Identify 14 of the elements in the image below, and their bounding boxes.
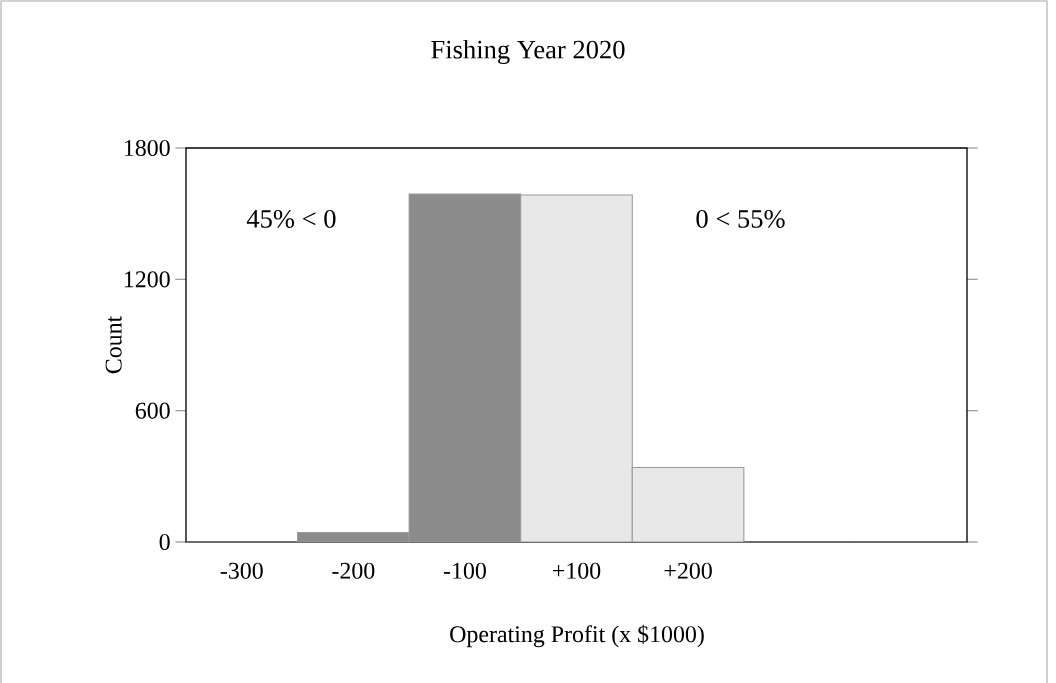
annotation: 45% < 0 [246, 209, 336, 228]
x-tick-label: -300 [220, 562, 263, 579]
y-tick-label: 1200 [124, 271, 170, 288]
y-tick-label: 600 [135, 402, 170, 419]
y-tick-label: 0 [159, 533, 170, 551]
x-tick-label: -100 [443, 562, 486, 579]
x-tick-label: +200 [664, 562, 712, 579]
y-tick-label: 1800 [124, 139, 170, 157]
chart-title: Fishing Year 2020 [431, 39, 625, 65]
x-tick-label: +100 [553, 562, 601, 579]
y-axis-title: Count [105, 315, 122, 374]
x-axis-title: Operating Profit (x $1000) [450, 624, 704, 648]
x-tick-label: -200 [332, 562, 375, 579]
annotation: 0 < 55% [696, 209, 785, 228]
